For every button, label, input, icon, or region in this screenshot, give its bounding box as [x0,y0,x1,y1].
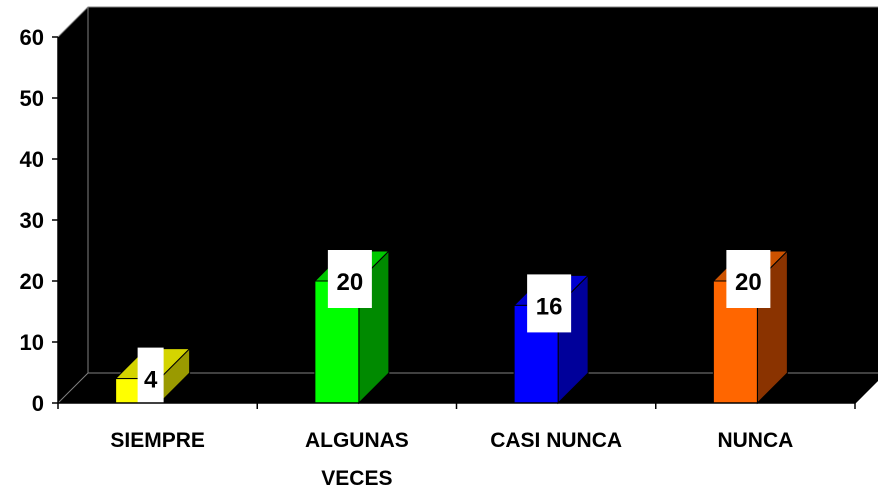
category-label: NUNCA [717,429,793,452]
y-tick-label: 60 [20,25,44,50]
y-tick-label: 10 [20,330,44,355]
y-tick-label: 50 [20,86,44,111]
category-label: SIEMPRE [110,429,205,452]
category-label: CASI NUNCA [490,429,622,452]
category-label: VECES [321,467,392,490]
category-label: ALGUNAS [305,429,409,452]
y-tick-label: 0 [32,391,44,416]
data-label: 20 [735,269,762,296]
chart-walls [56,6,878,404]
data-label: 20 [337,269,364,296]
x-axis: SIEMPRE ALGUNAS VECES CASI NUNCA NUNCA [57,378,878,490]
data-label: 16 [536,293,563,320]
data-label-box [137,347,164,406]
bar: 16 [512,274,590,405]
bar: 20 [712,249,789,405]
bar: 4 [114,347,191,406]
bars: 4 20 16 20 [114,249,789,406]
y-axis: 0 10 20 30 40 50 60 [20,25,59,416]
data-label-box [527,274,572,333]
y-tick-label: 20 [20,269,44,294]
data-label-box [327,250,372,308]
floor-edge [854,378,878,404]
bar: 20 [313,249,391,405]
y-tick-label: 40 [20,147,44,172]
data-label: 4 [144,367,158,394]
y-tick-label: 30 [20,208,44,233]
data-label-box [726,250,771,308]
